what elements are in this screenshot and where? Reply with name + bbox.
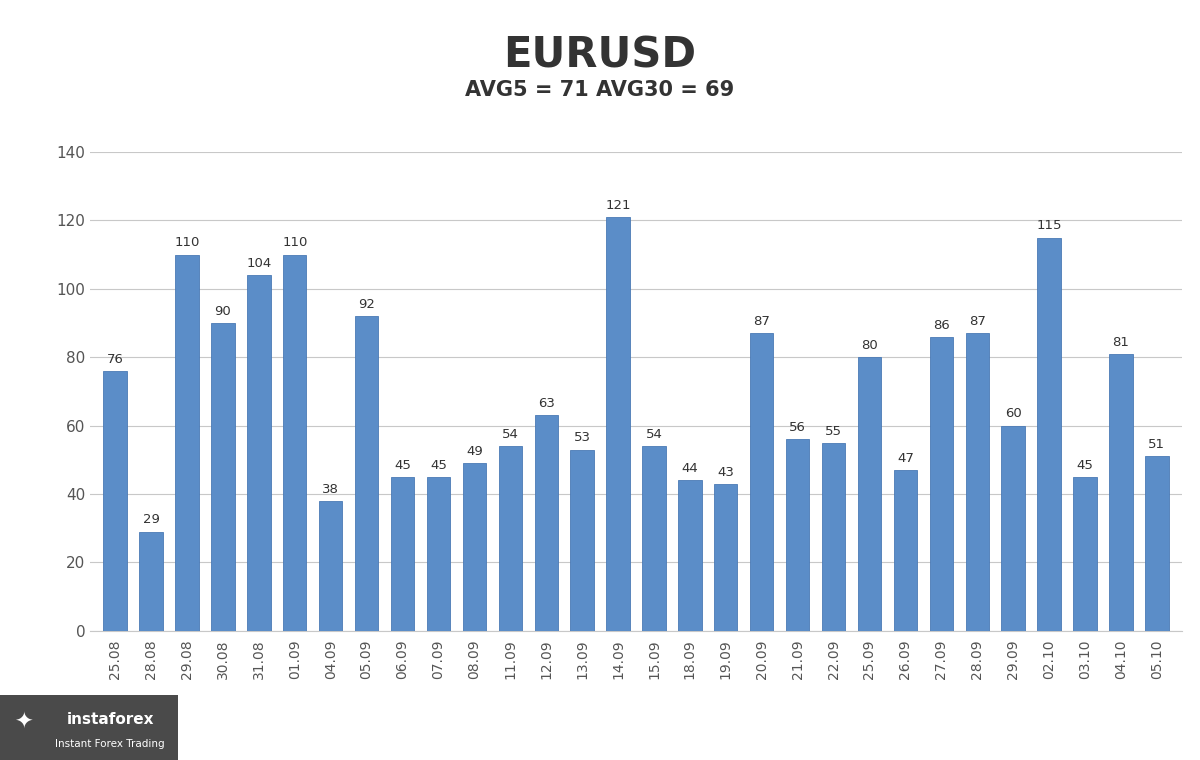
Bar	[427, 477, 450, 631]
Bar	[355, 316, 378, 631]
Text: 92: 92	[358, 298, 376, 311]
Text: 56: 56	[790, 421, 806, 434]
Text: 87: 87	[968, 315, 985, 328]
Text: 87: 87	[754, 315, 770, 328]
Text: 54: 54	[502, 428, 518, 441]
Text: AVG5 = 71 AVG30 = 69: AVG5 = 71 AVG30 = 69	[466, 80, 734, 100]
Text: 38: 38	[323, 483, 340, 496]
Bar	[606, 217, 630, 631]
Bar	[1073, 477, 1097, 631]
Text: 44: 44	[682, 462, 698, 475]
Bar	[499, 446, 522, 631]
Bar	[930, 337, 953, 631]
Text: 43: 43	[718, 466, 734, 479]
Bar	[175, 255, 199, 631]
Bar	[786, 439, 809, 631]
Bar	[211, 323, 234, 631]
Text: 115: 115	[1037, 220, 1062, 233]
Text: 53: 53	[574, 432, 590, 445]
Text: 49: 49	[466, 445, 482, 458]
Text: 29: 29	[143, 514, 160, 527]
Text: 121: 121	[605, 199, 631, 212]
Bar	[1038, 237, 1061, 631]
Text: 55: 55	[826, 425, 842, 438]
Bar	[247, 275, 270, 631]
Text: 47: 47	[896, 452, 914, 465]
Text: 104: 104	[246, 257, 271, 270]
Text: Instant Forex Trading: Instant Forex Trading	[55, 739, 164, 749]
Text: 51: 51	[1148, 439, 1165, 451]
Text: 90: 90	[215, 305, 232, 318]
Text: 45: 45	[394, 459, 410, 472]
Bar	[283, 255, 306, 631]
Bar	[714, 484, 738, 631]
Bar	[1145, 456, 1169, 631]
Bar	[894, 470, 917, 631]
Text: 45: 45	[430, 459, 446, 472]
Text: 80: 80	[862, 339, 878, 352]
Bar	[642, 446, 666, 631]
Text: 76: 76	[107, 353, 124, 366]
Bar	[966, 333, 989, 631]
Text: 63: 63	[538, 397, 554, 410]
Bar	[750, 333, 773, 631]
Bar	[139, 532, 163, 631]
Bar	[463, 464, 486, 631]
Text: 110: 110	[282, 236, 307, 249]
Text: 86: 86	[932, 318, 949, 331]
Bar	[822, 442, 845, 631]
Text: 45: 45	[1076, 459, 1093, 472]
Text: 110: 110	[174, 236, 199, 249]
Text: instaforex: instaforex	[66, 712, 154, 727]
Bar	[103, 371, 127, 631]
Bar	[391, 477, 414, 631]
Bar	[858, 357, 881, 631]
Text: 81: 81	[1112, 336, 1129, 349]
Text: 60: 60	[1004, 407, 1021, 420]
Bar	[534, 415, 558, 631]
Bar	[570, 450, 594, 631]
Text: 54: 54	[646, 428, 662, 441]
Text: ✦: ✦	[13, 713, 32, 733]
Bar	[1109, 354, 1133, 631]
Bar	[1002, 426, 1025, 631]
Bar	[678, 480, 702, 631]
Text: EURUSD: EURUSD	[504, 34, 696, 76]
Bar	[319, 501, 342, 631]
